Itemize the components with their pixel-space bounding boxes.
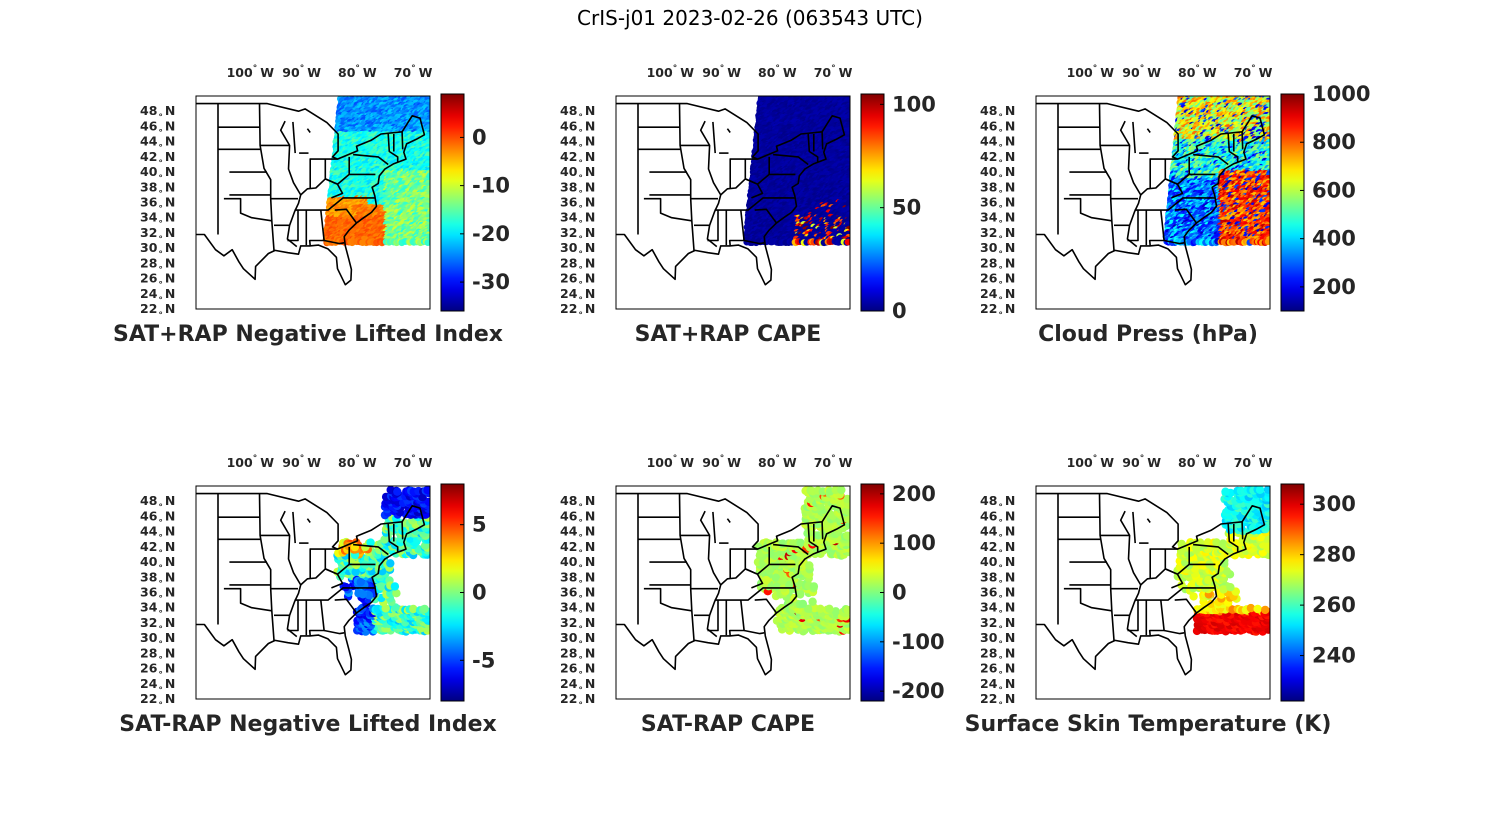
state-border: [402, 132, 403, 150]
panel-title: SAT+RAP Negative Lifted Index: [113, 322, 503, 347]
colorbar-tick-label: -10: [472, 174, 510, 198]
colorbar-tick-label: -20: [472, 222, 510, 246]
lon-tick-label: 90°W: [282, 64, 321, 80]
lon-tick-label: 100°W: [227, 64, 275, 80]
lon-tick-label: 80°W: [338, 64, 377, 80]
colorbar-tick-label: -30: [472, 270, 510, 294]
figure-title: CrIS-j01 2023-02-26 (063543 UTC): [0, 6, 1500, 30]
colorbar-tick-label: 0: [472, 125, 487, 149]
data-points: [323, 92, 434, 246]
colorbar: [441, 94, 464, 311]
data-points: [743, 92, 854, 246]
lon-tick-label: 70°W: [394, 64, 433, 80]
